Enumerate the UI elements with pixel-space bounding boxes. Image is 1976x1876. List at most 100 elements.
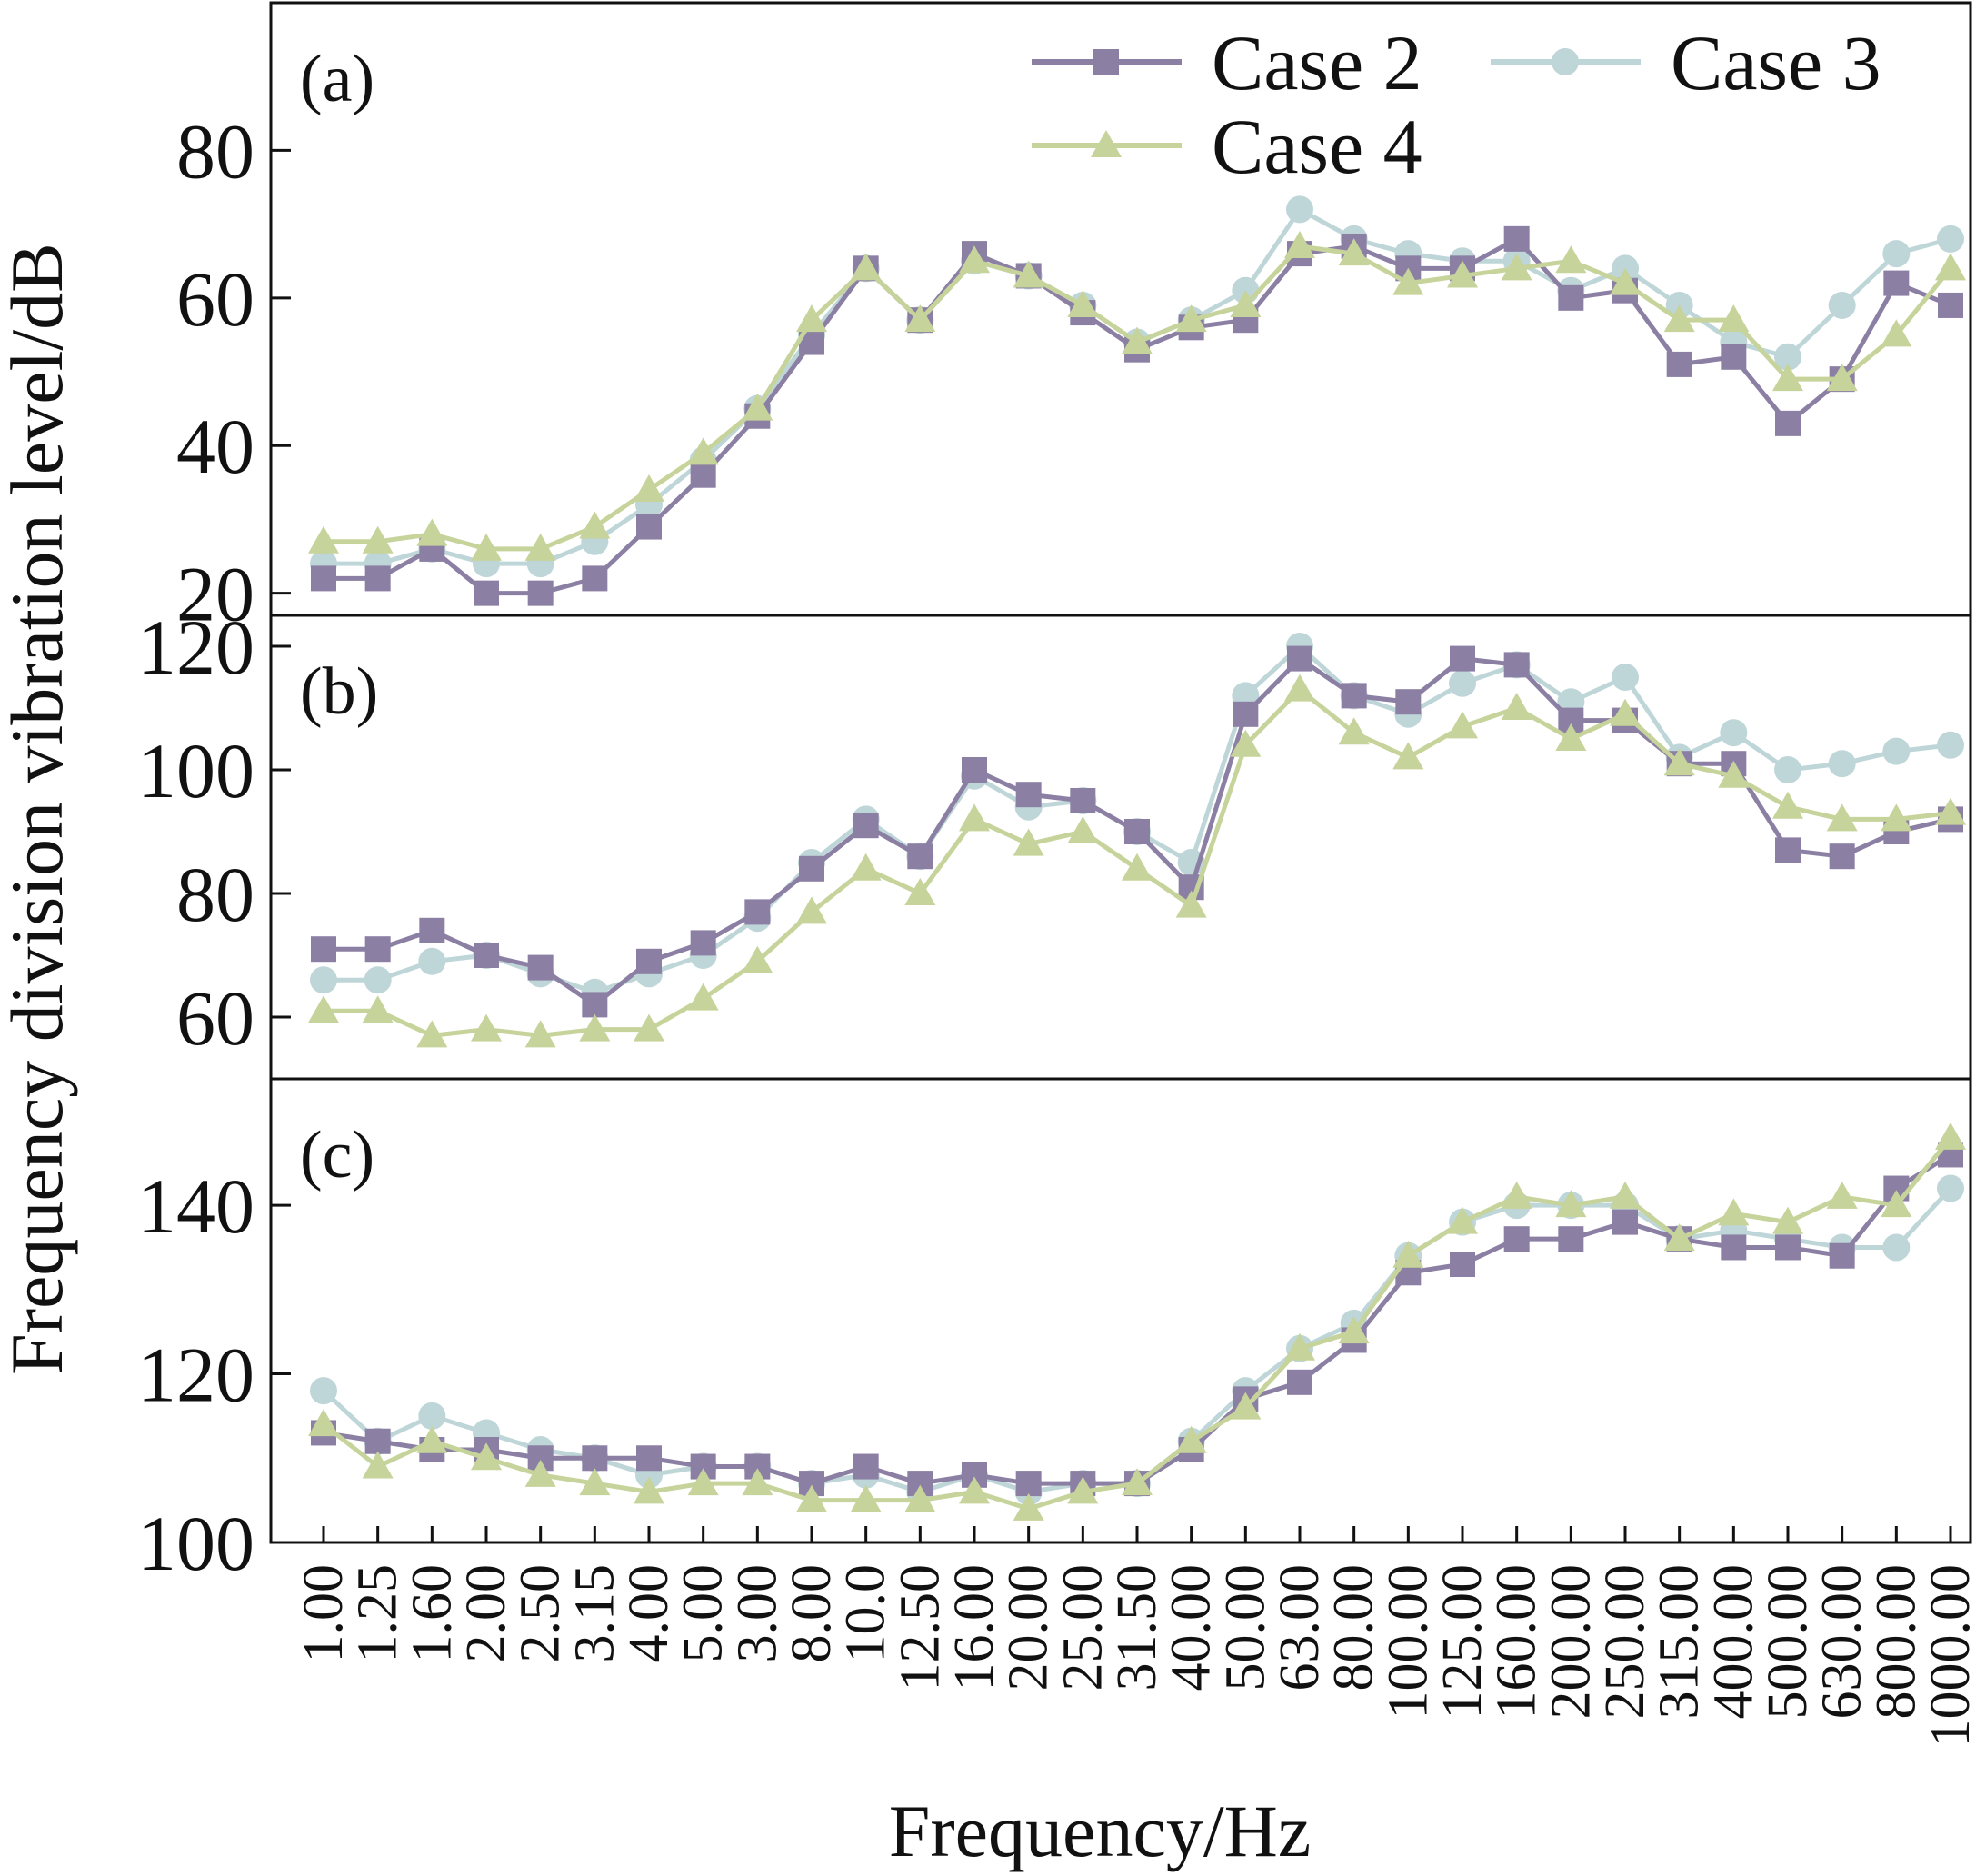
legend-label: Case 4 (1212, 103, 1422, 190)
y-tick-label: 20 (176, 551, 254, 638)
legend-marker (1091, 130, 1122, 157)
data-point (959, 1476, 990, 1504)
data-point (364, 966, 392, 994)
x-tick-label: 25.00 (1052, 1564, 1113, 1691)
data-point (1233, 701, 1259, 727)
data-point (1828, 750, 1856, 778)
data-point (1395, 689, 1422, 715)
series-case-4 (308, 674, 1966, 1048)
y-tick-label: 80 (176, 107, 254, 195)
data-point (1937, 731, 1964, 759)
legend-label: Case 2 (1212, 19, 1422, 106)
data-point (1935, 253, 1966, 281)
data-point (796, 304, 827, 333)
data-point (1774, 756, 1801, 783)
x-tick-label: 31.50 (1106, 1564, 1168, 1691)
data-point (1447, 260, 1478, 288)
data-point (1555, 245, 1587, 274)
data-point (1501, 693, 1532, 720)
data-point (1826, 803, 1858, 832)
legend-entry: Case 3 (1491, 19, 1881, 106)
y-tick-label: 120 (137, 604, 254, 691)
data-point (1938, 292, 1963, 318)
data-point (1284, 230, 1315, 258)
data-point (1828, 291, 1856, 319)
data-point (687, 1468, 719, 1496)
data-point (1663, 748, 1695, 776)
data-point (1826, 1181, 1858, 1209)
data-point (1013, 1492, 1044, 1521)
x-tick-label: 2.50 (510, 1564, 572, 1663)
series-line (324, 206, 1951, 566)
data-point (636, 1445, 662, 1472)
data-point (524, 1020, 556, 1048)
series-line (323, 1153, 1952, 1486)
panel-label: (a) (300, 42, 374, 116)
y-tick-label: 80 (176, 851, 254, 938)
data-point (1666, 351, 1692, 377)
panel-frame (269, 614, 1972, 1081)
data-point (853, 1453, 879, 1480)
data-point (1663, 1223, 1695, 1252)
x-tick-label: 80.00 (1323, 1564, 1385, 1691)
data-point (471, 533, 502, 561)
data-point (1013, 260, 1044, 288)
data-point (1829, 843, 1855, 870)
data-point (1718, 1198, 1750, 1226)
y-tick-label: 120 (137, 1332, 254, 1419)
data-point (742, 945, 773, 973)
legend-entry: Case 2 (1032, 19, 1422, 106)
data-point (1882, 1233, 1911, 1262)
x-tick-label: 500.00 (1757, 1564, 1819, 1720)
data-point (1175, 890, 1207, 918)
data-point (582, 565, 608, 592)
data-point (1501, 253, 1532, 281)
x-tick-label: 12.50 (889, 1564, 951, 1691)
data-point (1013, 828, 1044, 856)
x-tick-label: 20.00 (998, 1564, 1060, 1691)
data-point (907, 843, 933, 870)
series-case-4 (308, 230, 1966, 561)
data-point (1122, 1468, 1153, 1496)
x-tick-label: 16.00 (943, 1564, 1005, 1691)
data-point (853, 813, 879, 839)
data-point (1555, 723, 1587, 751)
data-point (959, 245, 990, 274)
data-point (1555, 1190, 1587, 1218)
data-point (1829, 1242, 1855, 1269)
data-point (1612, 1209, 1638, 1235)
data-point (1175, 1425, 1207, 1453)
data-point (1447, 711, 1478, 739)
data-point (1286, 195, 1313, 224)
tick-labels: 20 40 60 80 (a) 60 80 100 120 (b) 100 120 140 (c) 1.00… (137, 42, 1976, 1748)
data-point (1935, 797, 1966, 825)
data-point (310, 1377, 337, 1405)
x-tick-label: 250.00 (1594, 1564, 1656, 1720)
data-point (582, 992, 608, 1018)
data-point (1772, 791, 1803, 819)
y-tick-label: 40 (176, 403, 254, 490)
data-point (799, 855, 824, 882)
data-point (527, 580, 554, 606)
data-point (310, 966, 337, 994)
x-tick-label: 10.0 (835, 1564, 897, 1663)
axis-ticks (271, 148, 1952, 1544)
x-tick-label: 630.00 (1811, 1564, 1873, 1720)
data-point (1392, 1240, 1424, 1268)
data-point (1503, 225, 1530, 252)
data-point (1775, 410, 1801, 436)
legend-entry: Case 4 (1032, 103, 1422, 190)
data-point (362, 525, 394, 554)
data-point (1883, 270, 1910, 296)
data-point (687, 983, 719, 1011)
x-tick-label: 125.00 (1432, 1564, 1493, 1720)
data-point (1067, 1476, 1099, 1504)
data-point (1718, 304, 1750, 333)
data-point (634, 474, 664, 502)
data-point (1449, 669, 1476, 697)
data-point (636, 948, 662, 974)
panel-label: (c) (300, 1118, 374, 1192)
data-point (796, 896, 827, 924)
data-point (796, 1484, 827, 1512)
data-point (690, 930, 716, 956)
